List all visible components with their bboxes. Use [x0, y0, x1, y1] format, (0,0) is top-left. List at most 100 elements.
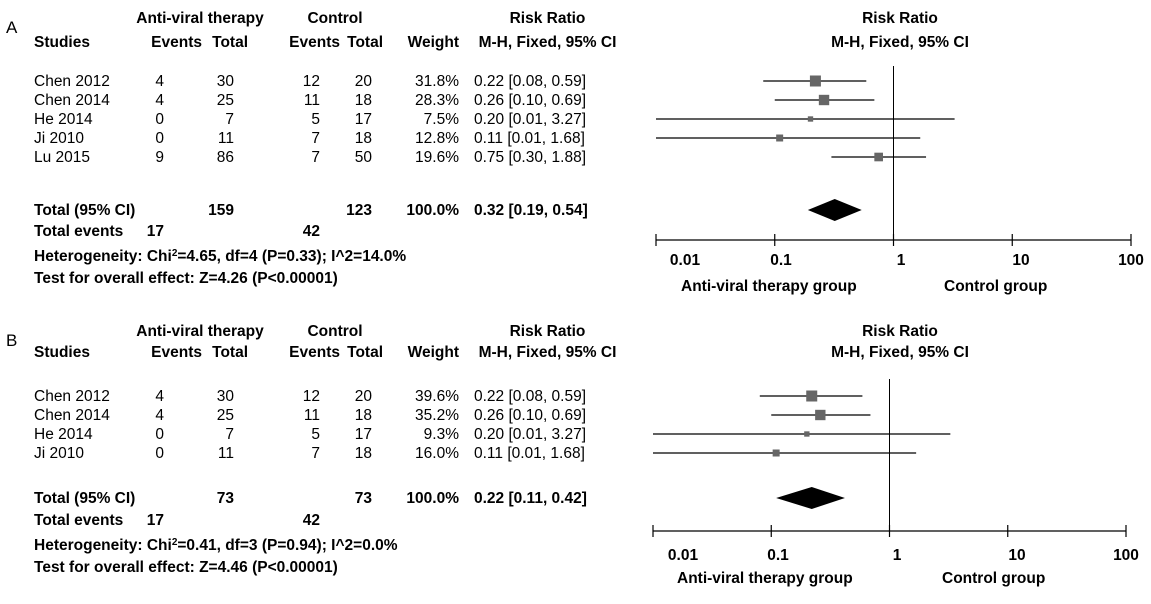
total-label: Total (95% CI): [34, 202, 136, 219]
control-total: 50: [354, 149, 372, 166]
heterogeneity-superscript: 2: [171, 248, 178, 259]
study-name: Ji 2010: [34, 445, 84, 462]
header-weight: Weight: [407, 34, 459, 51]
header-effect-title: Risk Ratio: [509, 323, 586, 340]
total-treatment-total: 159: [208, 202, 234, 219]
forest-panel-b: B Anti-viral therapy Control Risk Ratio …: [0, 313, 1151, 604]
study-weight: 35.2%: [415, 407, 459, 424]
tick-label: 1: [896, 252, 906, 269]
header-treatment-events: Events: [151, 34, 202, 51]
control-events: 7: [311, 149, 320, 166]
study-marker: [776, 134, 784, 142]
treatment-total: 30: [216, 388, 234, 405]
study-weight: 9.3%: [423, 426, 459, 443]
study-marker: [874, 152, 883, 162]
study-weight: 16.0%: [415, 445, 459, 462]
total-events-treatment: 17: [146, 223, 164, 240]
tick-label: 10: [1008, 547, 1026, 564]
total-ci: 0.22 [0.11, 0.42]: [474, 490, 587, 507]
study-name: Chen 2012: [34, 388, 110, 405]
header-effect-title: Risk Ratio: [509, 10, 586, 27]
tick-label: 0.01: [669, 252, 701, 269]
plot-header-method: M-H, Fixed, 95% CI: [831, 344, 969, 361]
header-studies: Studies: [34, 344, 90, 361]
study-name: Chen 2014: [34, 407, 110, 424]
header-control-total: Total: [347, 34, 383, 51]
study-weight: 19.6%: [415, 149, 459, 166]
total-weight: 100.0%: [406, 490, 459, 507]
plot-header-method: M-H, Fixed, 95% CI: [831, 34, 969, 51]
treatment-total: 11: [217, 130, 234, 147]
control-total: 18: [354, 407, 372, 424]
header-control-group: Control: [307, 323, 363, 340]
total-events-label: Total events: [34, 512, 124, 529]
overall-effect-text: Test for overall effect: Z=4.26 (P<0.000…: [34, 270, 338, 287]
heterogeneity-text: Heterogeneity: Chi2=4.65, df=4 (P=0.33);…: [34, 248, 406, 265]
tick-label: 0.1: [770, 252, 792, 269]
heterogeneity-prefix: Heterogeneity: Chi: [34, 248, 172, 265]
study-marker: [804, 431, 810, 437]
study-ci: 0.26 [0.10, 0.69]: [474, 92, 587, 109]
study-weight: 39.6%: [415, 388, 459, 405]
study-ci: 0.75 [0.30, 1.88]: [474, 149, 587, 166]
header-effect-method: M-H, Fixed, 95% CI: [478, 34, 617, 51]
header-treatment-total: Total: [212, 344, 248, 361]
header-treatment-group: Anti-viral therapy: [136, 10, 264, 27]
tick-label: 0.01: [667, 547, 699, 564]
total-ci: 0.32 [0.19, 0.54]: [474, 202, 588, 219]
header-studies: Studies: [34, 34, 90, 51]
study-ci: 0.20 [0.01, 3.27]: [474, 111, 587, 128]
header-treatment-total: Total: [212, 34, 248, 51]
forest-plot-b: [652, 379, 1127, 537]
header-control-events: Events: [289, 34, 340, 51]
study-name: He 2014: [34, 426, 93, 443]
study-ci: 0.11 [0.01, 1.68]: [474, 130, 585, 147]
study-weight: 7.5%: [423, 111, 459, 128]
heterogeneity-text: Heterogeneity: Chi2=0.41, df=3 (P=0.94);…: [34, 537, 398, 554]
control-total: 18: [354, 445, 372, 462]
pooled-diamond: [776, 487, 845, 509]
plot-header-title: Risk Ratio: [862, 10, 938, 27]
tick-label: 10: [1012, 252, 1030, 269]
study-marker: [818, 94, 830, 106]
study-ci: 0.26 [0.10, 0.69]: [474, 407, 587, 424]
study-marker: [809, 75, 821, 87]
control-total: 20: [354, 388, 372, 405]
treatment-events: 4: [155, 388, 164, 405]
forest-plot-a: [655, 66, 1132, 246]
header-treatment-group: Anti-viral therapy: [136, 323, 264, 340]
study-marker: [806, 390, 818, 402]
study-ci: 0.11 [0.01, 1.68]: [474, 445, 585, 462]
header-effect-method: M-H, Fixed, 95% CI: [478, 344, 617, 361]
study-weight: 31.8%: [415, 73, 459, 90]
treatment-events: 4: [155, 92, 164, 109]
control-events: 11: [303, 407, 320, 424]
treatment-events: 4: [155, 407, 164, 424]
header-weight: Weight: [407, 344, 459, 361]
total-events-control: 42: [302, 512, 320, 529]
favours-left-label: Anti-viral therapy group: [681, 278, 857, 295]
tick-label: 1: [892, 547, 902, 564]
study-weight: 12.8%: [415, 130, 459, 147]
tick-label: 100: [1118, 252, 1144, 269]
panel-label: B: [6, 331, 18, 350]
study-ci: 0.22 [0.08, 0.59]: [474, 73, 587, 90]
tick-label: 0.1: [767, 547, 789, 564]
plot-header-title: Risk Ratio: [862, 323, 938, 340]
control-total: 17: [354, 426, 372, 443]
total-events-label: Total events: [34, 223, 124, 240]
heterogeneity-prefix: Heterogeneity: Chi: [34, 537, 172, 554]
treatment-total: 7: [225, 111, 234, 128]
study-weight: 28.3%: [415, 92, 459, 109]
study-name: Chen 2014: [34, 92, 110, 109]
total-control-total: 73: [354, 490, 372, 507]
heterogeneity-rest: =0.41, df=3 (P=0.94); I^2=0.0%: [177, 537, 398, 554]
favours-right-label: Control group: [944, 278, 1048, 295]
header-control-events: Events: [289, 344, 340, 361]
control-events: 5: [311, 426, 320, 443]
treatment-events: 0: [155, 426, 164, 443]
control-events: 7: [311, 130, 320, 147]
treatment-total: 25: [216, 92, 234, 109]
treatment-events: 0: [155, 445, 164, 462]
treatment-total: 11: [217, 445, 234, 462]
